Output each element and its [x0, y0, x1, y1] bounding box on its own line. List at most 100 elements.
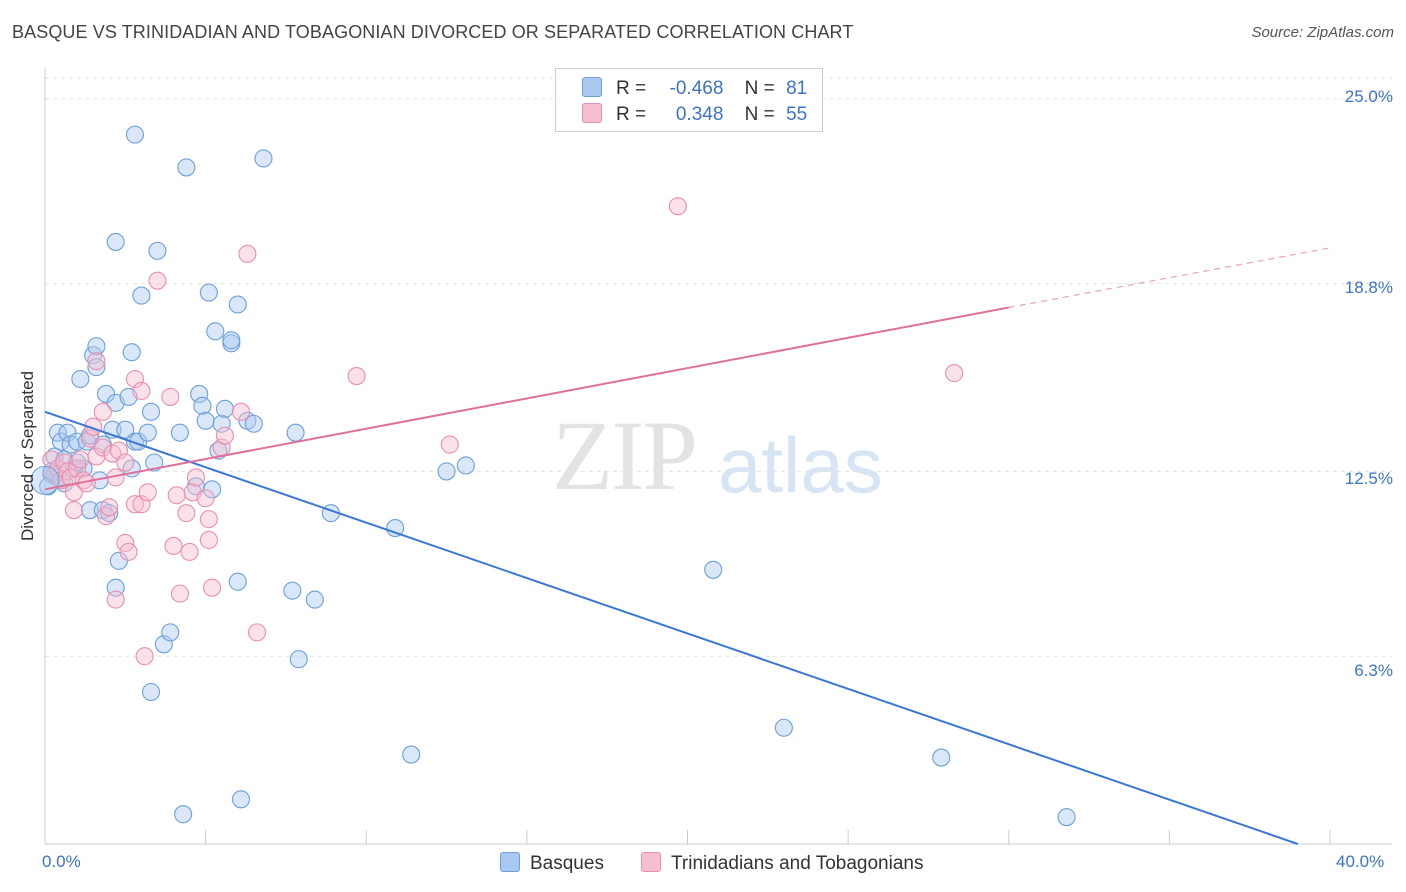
- trinidadian-point: [668, 197, 687, 216]
- trinidadian-point: [100, 498, 119, 517]
- blue-swatch-icon: [582, 77, 602, 97]
- basque-point: [80, 501, 100, 520]
- trinidadian-point: [106, 590, 125, 609]
- y-tick-label: 6.3%: [1354, 661, 1393, 680]
- correlation-legend: R = -0.468 N = 81 R = 0.348 N = 55: [555, 68, 823, 132]
- basque-point: [87, 337, 106, 356]
- chart-title: BASQUE VS TRINIDADIAN AND TOBAGONIAN DIV…: [12, 22, 854, 42]
- legend-row-basques: R = -0.468 N = 81: [582, 77, 807, 99]
- trinidadian-point: [125, 495, 144, 514]
- basque-point: [177, 158, 196, 177]
- trinidadian-point: [71, 450, 90, 469]
- basque-point: [190, 384, 209, 403]
- r-label: R =: [616, 78, 647, 99]
- trinidadian-point: [84, 417, 103, 436]
- y-tick-label: 18.8%: [1344, 278, 1393, 297]
- basque-point: [222, 331, 241, 350]
- basque-point: [212, 414, 231, 433]
- basque-point: [206, 322, 225, 341]
- trinidadian-point: [87, 352, 106, 371]
- basque-point: [305, 590, 324, 609]
- trinidadian-point: [215, 426, 234, 445]
- trinidadian-point: [167, 486, 186, 505]
- basque-point: [932, 748, 951, 767]
- legend-label: Trinidadians and Tobagonians: [671, 853, 924, 874]
- trinidadian-point: [116, 453, 135, 472]
- legend-label: Basques: [530, 853, 604, 874]
- n-label: N =: [744, 78, 775, 99]
- basque-point: [402, 745, 421, 764]
- basque-point: [196, 411, 215, 430]
- trinidadian-point: [186, 468, 206, 487]
- basque-point: [199, 283, 218, 302]
- trinidadian-point: [138, 483, 157, 502]
- basque-point: [132, 286, 151, 305]
- trinidadian-point: [945, 364, 964, 383]
- watermark-atlas: atlas: [718, 421, 883, 509]
- trinidadian-point: [93, 402, 112, 421]
- trinidadian-point: [347, 367, 366, 386]
- trinidadian-point: [238, 244, 257, 263]
- basque-point: [141, 402, 161, 421]
- trinidadian-point: [164, 536, 183, 555]
- basque-point: [71, 369, 90, 389]
- pink-swatch-icon: [582, 103, 602, 123]
- source-note: Source: ZipAtlas.com: [1251, 24, 1394, 41]
- basque-point: [231, 790, 251, 809]
- trinidadian-point: [170, 584, 189, 603]
- basque-point: [437, 462, 456, 481]
- blue-swatch-icon: [500, 852, 520, 872]
- legend-item-basques[interactable]: Basques: [500, 852, 604, 875]
- watermark-zip: ZIP: [552, 400, 698, 511]
- trinidadian-point: [180, 542, 199, 561]
- basque-point: [174, 805, 193, 824]
- basque-trend-line: [44, 410, 1299, 845]
- x-tick-label: 40.0%: [1336, 852, 1385, 871]
- basque-point: [87, 358, 106, 377]
- legend-row-trinidadians: R = 0.348 N = 55: [582, 103, 807, 125]
- r-value: 0.348: [675, 104, 724, 125]
- r-label: R =: [616, 104, 647, 125]
- basque-point: [1057, 808, 1076, 827]
- trinidadian-point: [440, 435, 459, 454]
- trinidadian-point: [196, 489, 215, 508]
- basque-point: [228, 572, 247, 591]
- basque-point: [774, 718, 793, 737]
- n-value: 55: [786, 104, 808, 125]
- basque-point: [141, 682, 161, 702]
- basque-point: [125, 125, 144, 144]
- basque-point: [215, 399, 234, 418]
- trend-lines: [44, 247, 1331, 845]
- basque-point: [704, 560, 723, 579]
- trinidadian-point: [199, 510, 218, 529]
- basque-point: [244, 414, 263, 433]
- n-label: N =: [744, 104, 775, 125]
- y-tick-label: 12.5%: [1344, 469, 1393, 488]
- basque-point: [170, 423, 189, 442]
- basque-point: [254, 149, 273, 168]
- axes: [44, 68, 1392, 845]
- trinidadian-point: [119, 542, 138, 561]
- basque-point: [145, 453, 164, 472]
- basque-point: [161, 623, 180, 642]
- n-value: 81: [786, 78, 808, 99]
- basque-point: [193, 396, 212, 415]
- trinidadian-point: [64, 501, 83, 520]
- trinidadian-trend-line: [44, 306, 1009, 491]
- x-tick-label: 0.0%: [42, 852, 81, 871]
- trinidadian-point: [161, 387, 180, 406]
- basque-point: [228, 295, 247, 314]
- trinidadian-point: [80, 429, 100, 448]
- legend-item-trinidadians[interactable]: Trinidadians and Tobagonians: [641, 852, 923, 875]
- basque-point: [122, 343, 141, 362]
- trinidadian-point: [177, 504, 196, 523]
- r-value: -0.468: [669, 78, 724, 99]
- trinidadian-point: [132, 381, 151, 401]
- trinidadian-trend-extension: [1008, 247, 1331, 309]
- y-axis-title: Divorced or Separated: [18, 370, 37, 542]
- basque-point: [100, 504, 119, 523]
- trinidadian-point: [135, 647, 154, 666]
- basque-point: [106, 232, 125, 251]
- trinidadian-point: [199, 530, 218, 550]
